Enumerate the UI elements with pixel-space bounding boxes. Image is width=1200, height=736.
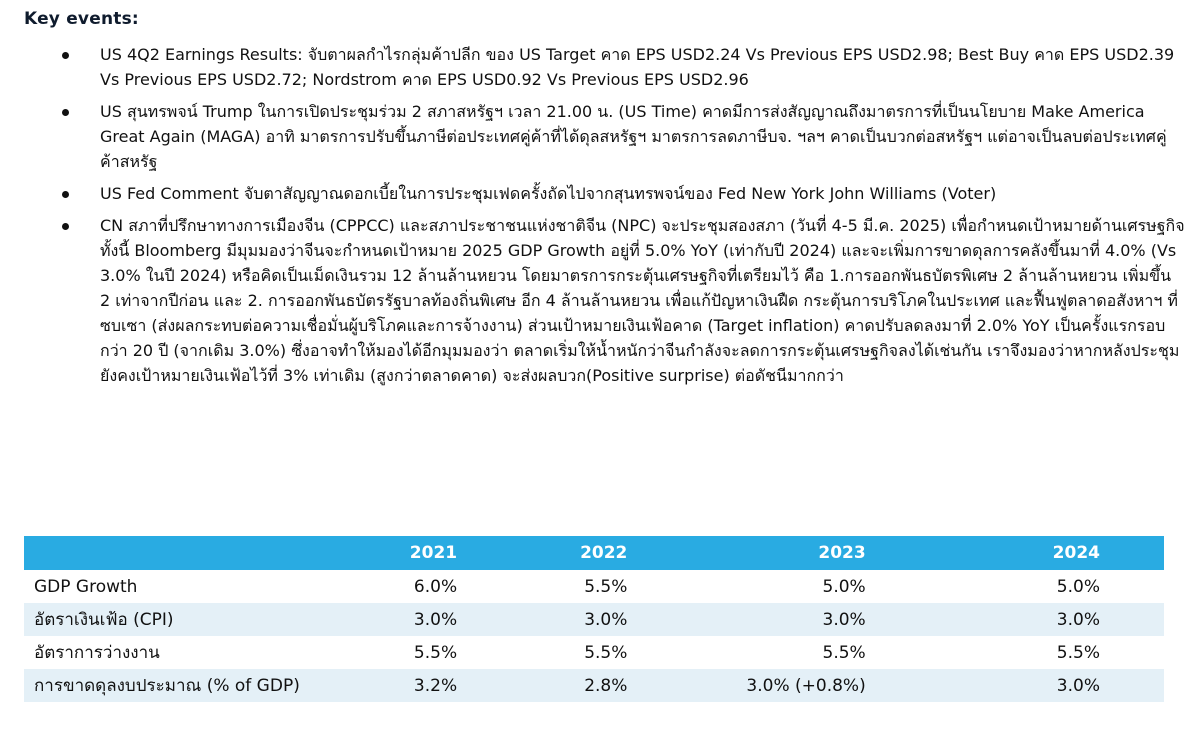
table-cell: 3.2% [357, 669, 458, 702]
data-table: 2021 2022 2023 2024 GDP Growth 6.0% 5.5%… [24, 536, 1164, 702]
event-text: US 4Q2 Earnings Results: จับตาผลกำไรกลุ่… [100, 45, 1175, 89]
header-cell-2023: 2023 [691, 536, 930, 570]
header-cell-empty [24, 536, 358, 570]
bullet-icon [62, 223, 69, 230]
table-cell: 5.0% [929, 570, 1164, 603]
event-text: CN สภาที่ปรึกษาทางการเมืองจีน (CPPCC) แล… [100, 216, 1185, 385]
table-cell: 3.0% (+0.8%) [691, 669, 930, 702]
table-cell: 6.0% [357, 570, 458, 603]
table-row: อัตราเงินเฟ้อ (CPI) 3.0% 3.0% 3.0% 3.0% [24, 603, 1164, 636]
list-item: US 4Q2 Earnings Results: จับตาผลกำไรกลุ่… [62, 42, 1186, 92]
table-row: การขาดดุลงบประมาณ (% of GDP) 3.2% 2.8% 3… [24, 669, 1164, 702]
table-cell: 5.0% [691, 570, 930, 603]
table-cell: 5.5% [691, 636, 930, 669]
table-cell: 2.8% [457, 669, 692, 702]
row-label: GDP Growth [24, 570, 358, 603]
china-economic-table: 2021 2022 2023 2024 GDP Growth 6.0% 5.5%… [24, 536, 1164, 702]
bullet-icon [62, 109, 69, 116]
event-text: US Fed Comment จับตาสัญญาณดอกเบี้ยในการป… [100, 184, 997, 203]
list-item: US สุนทรพจน์ Trump ในการเปิดประชุมร่วม 2… [62, 99, 1186, 174]
header-cell-2022: 2022 [457, 536, 692, 570]
bullet-icon [62, 191, 69, 198]
table-cell: 3.0% [691, 603, 930, 636]
table-cell: 5.5% [457, 570, 692, 603]
row-label: อัตราเงินเฟ้อ (CPI) [24, 603, 358, 636]
list-item: US Fed Comment จับตาสัญญาณดอกเบี้ยในการป… [62, 181, 1186, 206]
header-cell-2024: 2024 [929, 536, 1164, 570]
row-label: การขาดดุลงบประมาณ (% of GDP) [24, 669, 358, 702]
table-cell: 3.0% [929, 669, 1164, 702]
header-cell-2021: 2021 [357, 536, 458, 570]
key-events-list: US 4Q2 Earnings Results: จับตาผลกำไรกลุ่… [62, 42, 1186, 395]
table-cell: 5.5% [929, 636, 1164, 669]
section-heading: Key events: [24, 9, 139, 29]
table-cell: 5.5% [357, 636, 458, 669]
table-header-row: 2021 2022 2023 2024 [24, 536, 1164, 570]
event-text: US สุนทรพจน์ Trump ในการเปิดประชุมร่วม 2… [100, 102, 1167, 171]
table-cell: 3.0% [929, 603, 1164, 636]
row-label: อัตราการว่างงาน [24, 636, 358, 669]
table-row: อัตราการว่างงาน 5.5% 5.5% 5.5% 5.5% [24, 636, 1164, 669]
table-cell: 3.0% [457, 603, 692, 636]
table-row: GDP Growth 6.0% 5.5% 5.0% 5.0% [24, 570, 1164, 603]
bullet-icon [62, 52, 69, 59]
table-cell: 5.5% [457, 636, 692, 669]
list-item: CN สภาที่ปรึกษาทางการเมืองจีน (CPPCC) แล… [62, 213, 1186, 388]
table-cell: 3.0% [357, 603, 458, 636]
